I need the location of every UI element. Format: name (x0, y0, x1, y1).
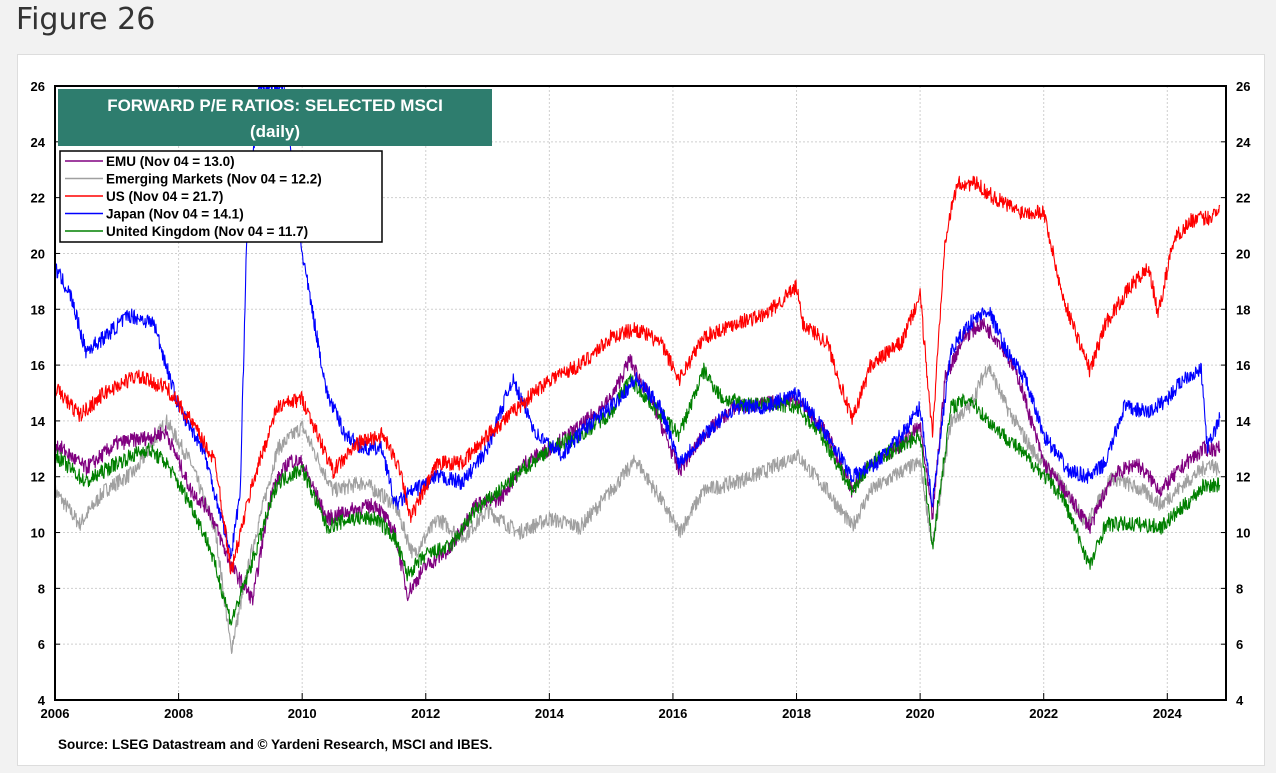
y-tick-label-left: 18 (31, 302, 45, 317)
y-tick-label-left: 6 (38, 637, 45, 652)
y-tick-label-right: 6 (1236, 637, 1243, 652)
y-tick-label-left: 16 (31, 358, 45, 373)
y-tick-label-left: 10 (31, 526, 45, 541)
title-background (58, 89, 492, 146)
y-tick-label-right: 20 (1236, 246, 1250, 261)
legend-label: US (Nov 04 = 21.7) (106, 189, 223, 204)
series-line-2 (54, 175, 1221, 575)
x-tick-label: 2010 (288, 706, 317, 721)
series-line-4 (54, 362, 1221, 626)
chart-title: FORWARD P/E RATIOS: SELECTED MSCI (107, 96, 443, 115)
chart-title-box: FORWARD P/E RATIOS: SELECTED MSCI (daily… (58, 89, 492, 146)
y-tick-label-left: 8 (38, 581, 45, 596)
legend-label: United Kingdom (Nov 04 = 11.7) (106, 224, 308, 239)
plot-frame (54, 85, 1227, 701)
x-tick-label: 2024 (1153, 706, 1183, 721)
legend-label: EMU (Nov 04 = 13.0) (106, 154, 235, 169)
x-tick-label: 2020 (906, 706, 935, 721)
y-tick-label-right: 4 (1236, 693, 1244, 708)
y-tick-label-left: 20 (31, 246, 45, 261)
y-tick-label-right: 24 (1236, 135, 1251, 150)
chart-card: 4 4 6 6 8 8 10 10 12 12 14 14 16 16 18 18 20 20 22 22 24 24 26… (17, 54, 1265, 766)
x-tick-label: 2022 (1029, 706, 1058, 721)
chart-legend: EMU (Nov 04 = 13.0) Emerging Markets (Nov… (59, 150, 383, 243)
y-tick-label-left: 4 (38, 693, 46, 708)
y-tick-label-left: 22 (31, 191, 45, 206)
y-tick-label-right: 12 (1236, 470, 1250, 485)
x-tick-label: 2006 (41, 706, 70, 721)
y-tick-label-left: 14 (31, 414, 46, 429)
chart-source: Source: LSEG Datastream and © Yardeni Re… (58, 737, 492, 752)
series-layer (54, 85, 1221, 654)
y-tick-label-left: 26 (31, 79, 45, 94)
series-line-1 (54, 364, 1221, 654)
legend-label: Japan (Nov 04 = 14.1) (106, 207, 244, 222)
legend-box (59, 150, 383, 243)
y-tick-label-right: 16 (1236, 358, 1250, 373)
figure-heading: Figure 26 (16, 2, 156, 37)
x-tick-label: 2016 (658, 706, 687, 721)
series-line-0 (54, 316, 1221, 606)
x-tick-label: 2012 (411, 706, 440, 721)
chart-subtitle: (daily) (250, 122, 300, 141)
y-tick-label-right: 8 (1236, 581, 1243, 596)
x-tick-label: 2018 (782, 706, 811, 721)
y-tick-label-right: 26 (1236, 79, 1250, 94)
legend-label: Emerging Markets (Nov 04 = 12.2) (106, 172, 322, 187)
x-tick-label: 2014 (535, 706, 565, 721)
y-tick-label-right: 14 (1236, 414, 1251, 429)
y-tick-label-right: 22 (1236, 191, 1250, 206)
y-tick-label-left: 12 (31, 470, 45, 485)
y-tick-label-right: 10 (1236, 526, 1250, 541)
y-tick-label-right: 18 (1236, 302, 1250, 317)
y-tick-label-left: 24 (31, 135, 46, 150)
x-tick-label: 2008 (164, 706, 193, 721)
